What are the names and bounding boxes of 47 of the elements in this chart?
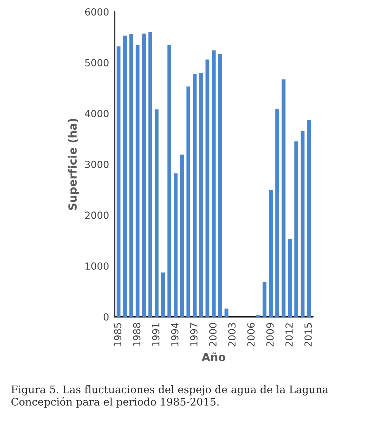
bar [136,46,140,317]
bar [276,109,280,317]
bar [282,80,286,317]
x-tick-label: 2000 [209,323,217,347]
bar [154,110,159,317]
x-axis-title: Año [202,352,226,362]
bar [116,46,121,317]
x-tick-label: 2006 [248,323,255,347]
bar [206,60,210,317]
x-tick-label: 1994 [171,323,179,346]
y-tick-label: 4000 [85,110,109,118]
x-tick-label: 2003 [228,323,236,347]
bar [224,308,229,317]
bar [161,272,166,317]
text: Figura 5. Las fluctuaciones del espejo de agua de la Laguna Concepción para el periodo 1985-2015. [12,386,328,408]
bar [288,239,292,317]
bar [307,120,312,317]
bar [199,73,204,317]
x-tick-label: 1985 [114,323,122,346]
bar [218,54,222,317]
y-tick-label: 1000 [86,262,109,270]
bar [130,34,134,317]
y-tick-label: 6000 [85,8,109,16]
x-tick-label: 1991 [152,323,160,346]
bar [212,50,216,317]
bar [193,74,197,317]
y-axis-title: Superficie (ha) [68,119,80,210]
y-tick-label: 2000 [85,212,109,220]
y-tick-label: 5000 [85,59,109,67]
bar [142,34,146,317]
bar [294,142,298,317]
bar [148,32,152,317]
x-tick-label: 2012 [286,324,293,347]
x-tick-label: 1997 [190,323,198,346]
x-tick-label: 1988 [133,323,141,346]
x-tick-label: 2015 [304,323,312,347]
bar [123,36,128,317]
y-tick-label: 3000 [85,160,109,168]
x-tick-label: 2009 [266,323,274,347]
y-tick-label: 0 [104,313,109,321]
bar [300,131,305,317]
bar [174,174,178,317]
bar [180,154,184,317]
bar [186,86,191,317]
bar [262,282,267,317]
bar [269,190,274,317]
bar [168,46,172,317]
